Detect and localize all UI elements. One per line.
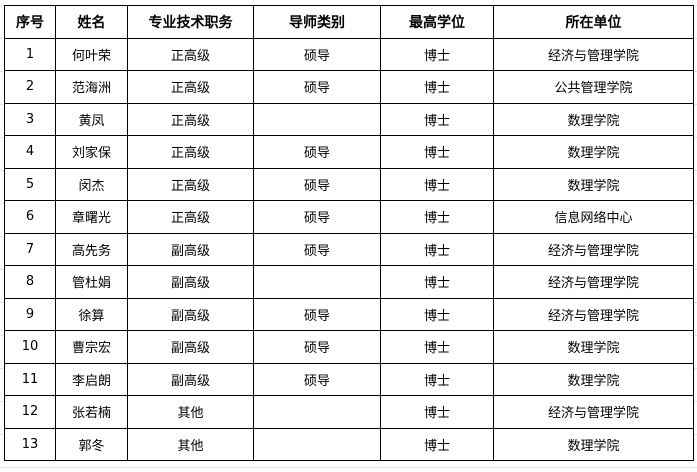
cell-col-name: 高先务 xyxy=(55,232,128,266)
cell-col-degree: 博士 xyxy=(380,265,494,299)
cell-col-supervisor-type xyxy=(253,102,381,136)
cell-col-title: 副高级 xyxy=(127,232,254,266)
table-row: 8 管杜娟 副高级 博士 经济与管理学院 xyxy=(4,265,694,299)
table-row: 4 刘家保 正高级 硕导 博士 数理学院 xyxy=(4,135,694,169)
table-row: 5 闵杰 正高级 硕导 博士 数理学院 xyxy=(4,167,694,201)
cell-col-title: 正高级 xyxy=(127,135,254,169)
cell-col-index: 9 xyxy=(4,297,56,331)
cell-col-title: 副高级 xyxy=(127,297,254,331)
cell-col-degree: 博士 xyxy=(380,427,494,461)
cell-col-index: 8 xyxy=(4,265,56,299)
cell-col-name: 何叶荣 xyxy=(55,37,128,71)
cell-col-degree: 博士 xyxy=(380,330,494,364)
table-row: 2 范海洲 正高级 硕导 博士 公共管理学院 xyxy=(4,70,694,104)
cell-col-supervisor-type: 硕导 xyxy=(253,297,381,331)
cell-col-index: 7 xyxy=(4,232,56,266)
header-row: 序号 姓名 专业技术职务 导师类别 最高学位 所在单位 xyxy=(4,5,694,39)
cell-col-unit: 数理学院 xyxy=(493,135,694,169)
cell-col-supervisor-type: 硕导 xyxy=(253,330,381,364)
cell-col-degree: 博士 xyxy=(380,395,494,429)
cell-col-name: 黄凤 xyxy=(55,102,128,136)
header-col-unit: 所在单位 xyxy=(493,5,694,39)
header-col-name: 姓名 xyxy=(55,5,128,39)
cell-col-index: 6 xyxy=(4,200,56,234)
cell-col-index: 10 xyxy=(4,330,56,364)
cell-col-title: 副高级 xyxy=(127,362,254,396)
header-col-degree: 最高学位 xyxy=(380,5,494,39)
cell-col-title: 正高级 xyxy=(127,102,254,136)
cell-col-supervisor-type: 硕导 xyxy=(253,200,381,234)
cell-col-title: 副高级 xyxy=(127,265,254,299)
cell-col-index: 4 xyxy=(4,135,56,169)
header-col-supervisor-type: 导师类别 xyxy=(253,5,381,39)
cell-col-title: 其他 xyxy=(127,395,254,429)
cell-col-title: 副高级 xyxy=(127,330,254,364)
header-col-title: 专业技术职务 xyxy=(127,5,254,39)
cell-col-index: 2 xyxy=(4,70,56,104)
cell-col-name: 闵杰 xyxy=(55,167,128,201)
cell-col-supervisor-type: 硕导 xyxy=(253,362,381,396)
cell-col-degree: 博士 xyxy=(380,70,494,104)
cell-col-degree: 博士 xyxy=(380,135,494,169)
cell-col-index: 1 xyxy=(4,37,56,71)
table-row: 9 徐算 副高级 硕导 博士 经济与管理学院 xyxy=(4,297,694,331)
cell-col-name: 郭冬 xyxy=(55,427,128,461)
cell-col-name: 章曙光 xyxy=(55,200,128,234)
cell-col-unit: 公共管理学院 xyxy=(493,70,694,104)
cell-col-degree: 博士 xyxy=(380,297,494,331)
faculty-table: 序号 姓名 专业技术职务 导师类别 最高学位 所在单位 1 何叶荣 正高级 硕导 博士 经济与管理学… xyxy=(4,5,694,461)
cell-col-supervisor-type: 硕导 xyxy=(253,70,381,104)
cell-col-supervisor-type: 硕导 xyxy=(253,167,381,201)
cell-col-unit: 经济与管理学院 xyxy=(493,265,694,299)
cell-col-unit: 经济与管理学院 xyxy=(493,297,694,331)
table-row: 3 黄凤 正高级 博士 数理学院 xyxy=(4,102,694,136)
cell-col-name: 曹宗宏 xyxy=(55,330,128,364)
cell-col-unit: 数理学院 xyxy=(493,167,694,201)
cell-col-supervisor-type xyxy=(253,265,381,299)
table-row: 13 郭冬 其他 博士 数理学院 xyxy=(4,427,694,461)
cell-col-unit: 经济与管理学院 xyxy=(493,395,694,429)
cell-col-title: 正高级 xyxy=(127,200,254,234)
cell-col-supervisor-type xyxy=(253,427,381,461)
cell-col-index: 13 xyxy=(4,427,56,461)
cell-col-title: 正高级 xyxy=(127,70,254,104)
cell-col-unit: 数理学院 xyxy=(493,330,694,364)
cell-col-name: 李启朗 xyxy=(55,362,128,396)
table-row: 10 曹宗宏 副高级 硕导 博士 数理学院 xyxy=(4,330,694,364)
header-col-index: 序号 xyxy=(4,5,56,39)
cell-col-unit: 经济与管理学院 xyxy=(493,37,694,71)
table-row: 11 李启朗 副高级 硕导 博士 数理学院 xyxy=(4,362,694,396)
cell-col-supervisor-type: 硕导 xyxy=(253,37,381,71)
cell-col-index: 11 xyxy=(4,362,56,396)
cell-col-title: 正高级 xyxy=(127,37,254,71)
cell-col-name: 管杜娟 xyxy=(55,265,128,299)
cell-col-index: 12 xyxy=(4,395,56,429)
cell-col-title: 其他 xyxy=(127,427,254,461)
cell-col-unit: 信息网络中心 xyxy=(493,200,694,234)
cell-col-unit: 数理学院 xyxy=(493,102,694,136)
cell-col-supervisor-type: 硕导 xyxy=(253,135,381,169)
cell-col-index: 5 xyxy=(4,167,56,201)
cell-col-degree: 博士 xyxy=(380,37,494,71)
cell-col-supervisor-type: 硕导 xyxy=(253,232,381,266)
cell-col-supervisor-type xyxy=(253,395,381,429)
cell-col-degree: 博士 xyxy=(380,167,494,201)
cell-col-degree: 博士 xyxy=(380,232,494,266)
table-row: 6 章曙光 正高级 硕导 博士 信息网络中心 xyxy=(4,200,694,234)
cell-col-index: 3 xyxy=(4,102,56,136)
table-row: 7 高先务 副高级 硕导 博士 经济与管理学院 xyxy=(4,232,694,266)
cell-col-name: 徐算 xyxy=(55,297,128,331)
cell-col-unit: 数理学院 xyxy=(493,362,694,396)
cell-col-degree: 博士 xyxy=(380,102,494,136)
cell-col-degree: 博士 xyxy=(380,200,494,234)
cell-col-degree: 博士 xyxy=(380,362,494,396)
table-row: 1 何叶荣 正高级 硕导 博士 经济与管理学院 xyxy=(4,37,694,71)
cell-col-title: 正高级 xyxy=(127,167,254,201)
table-row: 12 张若楠 其他 博士 经济与管理学院 xyxy=(4,395,694,429)
cell-col-name: 刘家保 xyxy=(55,135,128,169)
cell-col-unit: 数理学院 xyxy=(493,427,694,461)
cell-col-name: 张若楠 xyxy=(55,395,128,429)
cell-col-name: 范海洲 xyxy=(55,70,128,104)
cell-col-unit: 经济与管理学院 xyxy=(493,232,694,266)
